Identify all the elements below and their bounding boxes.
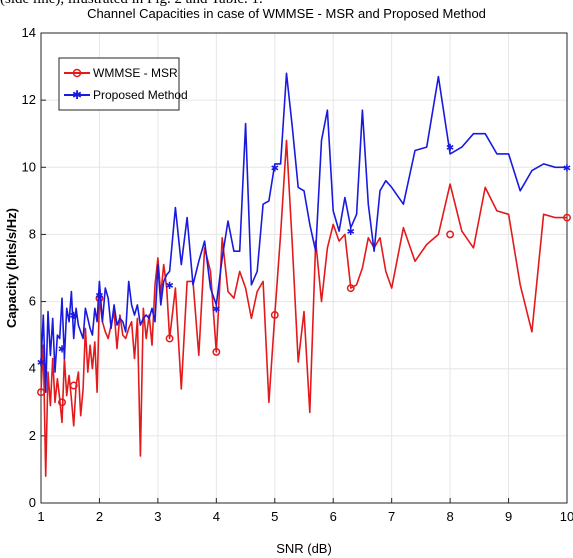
y-tick-label-1: 2: [29, 428, 36, 443]
data-point-proposed-method-9: ✱: [563, 163, 571, 174]
data-point-proposed-method-5: ✱: [212, 304, 220, 315]
x-tick-label-6: 7: [388, 509, 395, 524]
series-proposed-method: ✱ ✱ ✱ ✱ ✱ ✱ ✱ ✱ ✱ ✱: [37, 72, 571, 394]
data-point-wmmse-msr-5: [212, 347, 221, 356]
y-tick-label-7: 14: [22, 25, 36, 40]
x-tick-label-7: 8: [446, 509, 453, 524]
data-point-proposed-method-7: ✱: [347, 227, 355, 238]
x-tick-label-5: 6: [330, 509, 337, 524]
x-tick-label-4: 5: [271, 509, 278, 524]
series-line-wmmse-msr: [40, 139, 567, 477]
legend: WMMSE - MSR ✱ Proposed Method: [58, 57, 188, 111]
y-tick-label-0: 0: [29, 495, 36, 510]
data-point-wmmse-msr-1: [58, 398, 66, 407]
chart-title: Channel Capacities in case of WMMSE - MS…: [87, 6, 486, 21]
data-point-proposed-method-2: ✱: [70, 311, 78, 322]
data-point-wmmse-msr-4: [165, 334, 174, 343]
x-axis-label: SNR (dB): [276, 541, 332, 556]
series-wmmse-msr: [37, 139, 571, 477]
data-point-wmmse-msr-0: [37, 388, 45, 397]
data-point-proposed-method-0: ✱: [37, 358, 45, 369]
legend-marker-wmmse-msr: [72, 68, 82, 78]
data-point-wmmse-msr-3: [95, 294, 104, 303]
data-point-proposed-method-8: ✱: [446, 143, 454, 154]
data-point-wmmse-msr-6: [270, 311, 279, 319]
data-point-proposed-method-1: ✱: [58, 345, 66, 356]
x-tick-label-1: 2: [96, 509, 103, 524]
legend-marker-proposed-method: ✱: [72, 88, 82, 102]
series-line-proposed-method: [40, 72, 567, 394]
data-point-proposed-method-4: ✱: [165, 281, 173, 292]
y-tick-label-4: 8: [29, 226, 36, 241]
x-tick-label-3: 4: [213, 509, 220, 524]
data-point-proposed-method-3: ✱: [95, 291, 103, 302]
y-tick-label-5: 10: [22, 159, 36, 174]
y-tick-label-3: 6: [29, 294, 36, 309]
x-tick-label-9: 10: [560, 509, 573, 524]
series-layer: ✱ ✱ ✱ ✱ ✱ ✱ ✱ ✱ ✱ ✱: [37, 72, 571, 477]
legend-label-wmmse-msr: WMMSE - MSR: [93, 66, 178, 80]
y-tick-label-6: 12: [22, 92, 36, 107]
y-tick-label-2: 4: [29, 361, 36, 376]
data-point-wmmse-msr-9: [563, 213, 571, 222]
data-point-wmmse-msr-2: [69, 381, 78, 390]
x-tick-label-0: 1: [37, 509, 44, 524]
data-point-proposed-method-6: ✱: [271, 163, 279, 174]
x-tick-label-2: 3: [154, 509, 161, 524]
x-tick-label-8: 9: [505, 509, 512, 524]
legend-box: [58, 57, 180, 111]
y-axis-label: Capacity (bits/s/Hz): [4, 208, 19, 328]
plot-area: [40, 32, 568, 504]
data-point-wmmse-msr-8: [446, 230, 455, 239]
data-point-wmmse-msr-7: [346, 284, 355, 293]
caption-fragment: (side line), illustrated in Fig. 2 and T…: [0, 0, 573, 8]
legend-label-proposed-method: Proposed Method: [93, 88, 188, 102]
